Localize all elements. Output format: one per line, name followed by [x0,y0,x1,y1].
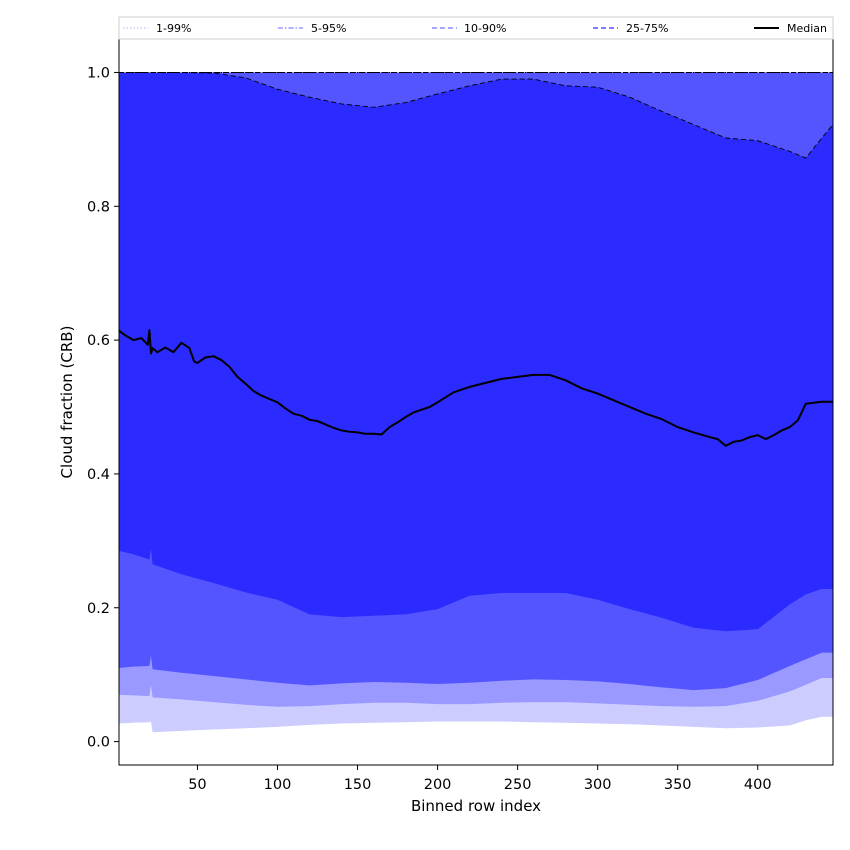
x-tick-label: 200 [424,777,452,793]
x-tick-label: 400 [744,777,772,793]
median-line [118,329,833,447]
x-tick-label: 50 [188,777,206,793]
y-tick-label: 0.2 [87,601,110,617]
percentile-bands [119,72,833,733]
x-tick-label: 300 [584,777,612,793]
legend-item: 25-75% [593,22,668,35]
median-series [118,329,833,447]
band-25-75pct [119,72,833,632]
x-tick-label: 350 [664,777,692,793]
band-edge-lines [119,72,834,159]
x-tick-label: 150 [344,777,372,793]
legend-item: 5-95% [278,22,346,35]
y-tick-label: 0.6 [87,333,110,349]
legend-item: 10-90% [432,22,506,35]
legend-box [118,16,834,40]
x-axis-ticks: 50 100 150 200 250 300 350 400 [188,765,772,793]
x-axis-label: Binned row index [411,797,541,815]
y-tick-label: 1.0 [87,65,110,81]
legend-label: Median [787,22,827,35]
legend-label: 25-75% [626,22,668,35]
y-tick-label: 0.4 [87,467,110,483]
y-axis-label: Cloud fraction (CRB) [58,326,76,479]
x-tick-label: 250 [504,777,532,793]
x-tick-label: 100 [264,777,292,793]
y-axis-ticks: 0.0 0.2 0.4 0.6 0.8 1.0 [87,65,119,751]
legend-item: Median [754,22,827,35]
band-upper-edge-25-75pct [119,72,834,159]
legend-label: 5-95% [311,22,346,35]
legend-label: 10-90% [464,22,506,35]
y-tick-label: 0.8 [87,199,110,215]
legend-item: 1-99% [123,22,191,35]
legend-label: 1-99% [156,22,191,35]
legend: 1-99% 5-95% 10-90% 25-75% Median [118,16,834,40]
y-tick-label: 0.0 [87,735,110,751]
